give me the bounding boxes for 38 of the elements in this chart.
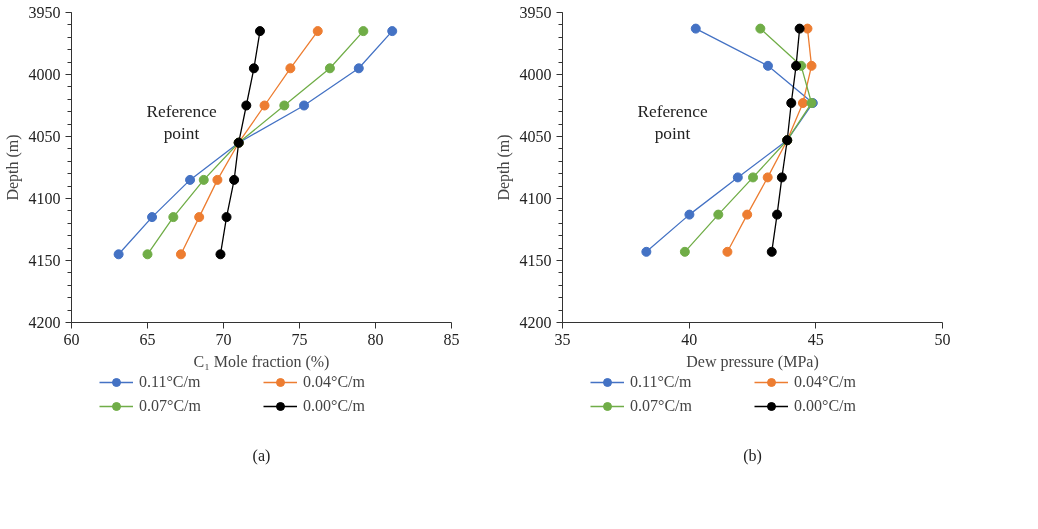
x-tick-label: 85 xyxy=(443,330,460,348)
legend-label: 0.11°C/m xyxy=(630,373,693,391)
y-tick-label: 4200 xyxy=(519,314,552,331)
legend-label: 0.04°C/m xyxy=(794,373,857,391)
legend-label: 0.07°C/m xyxy=(139,397,202,415)
x-axis-title: Dew pressure (MPa) xyxy=(686,352,819,371)
x-axis-title: C₁ Mole fraction (%) xyxy=(193,352,330,371)
x-tick-label: 80 xyxy=(367,330,384,348)
y-tick-label: 4150 xyxy=(28,252,61,269)
legend-label: 0.11°C/m xyxy=(139,373,202,391)
annotation: Reference point xyxy=(637,101,708,144)
x-tick-label: 65 xyxy=(139,330,156,348)
legend-label: 0.04°C/m xyxy=(303,373,366,391)
text: (b) xyxy=(743,447,762,465)
y-tick-label: 4050 xyxy=(28,128,61,145)
y-tick-label: 3950 xyxy=(519,4,552,21)
y-tick-label: 4100 xyxy=(28,190,61,207)
legend-label: 0.00°C/m xyxy=(303,397,366,415)
legend-label: 0.07°C/m xyxy=(630,397,693,415)
x-tick-label: 50 xyxy=(934,330,951,348)
y-axis-title: Depth (m) xyxy=(494,134,513,201)
annotation: Reference point xyxy=(146,101,217,144)
y-tick-label: 4050 xyxy=(519,128,552,145)
x-tick-label: 75 xyxy=(291,330,308,348)
y-tick-label: 4150 xyxy=(519,252,552,269)
y-tick-label: 4000 xyxy=(28,66,61,83)
x-tick-label: 45 xyxy=(807,330,824,348)
x-tick-label: 40 xyxy=(681,330,698,348)
text: (a) xyxy=(252,447,271,465)
y-tick-label: 4000 xyxy=(519,66,552,83)
y-tick-label: 3950 xyxy=(28,4,61,21)
y-tick-label: 4100 xyxy=(519,190,552,207)
y-tick-label: 4200 xyxy=(28,314,61,331)
x-tick-label: 70 xyxy=(215,330,232,348)
x-tick-label: 35 xyxy=(554,330,571,348)
legend-label: 0.00°C/m xyxy=(794,397,857,415)
x-tick-label: 60 xyxy=(63,330,80,348)
y-axis-title: Depth (m) xyxy=(3,134,22,201)
